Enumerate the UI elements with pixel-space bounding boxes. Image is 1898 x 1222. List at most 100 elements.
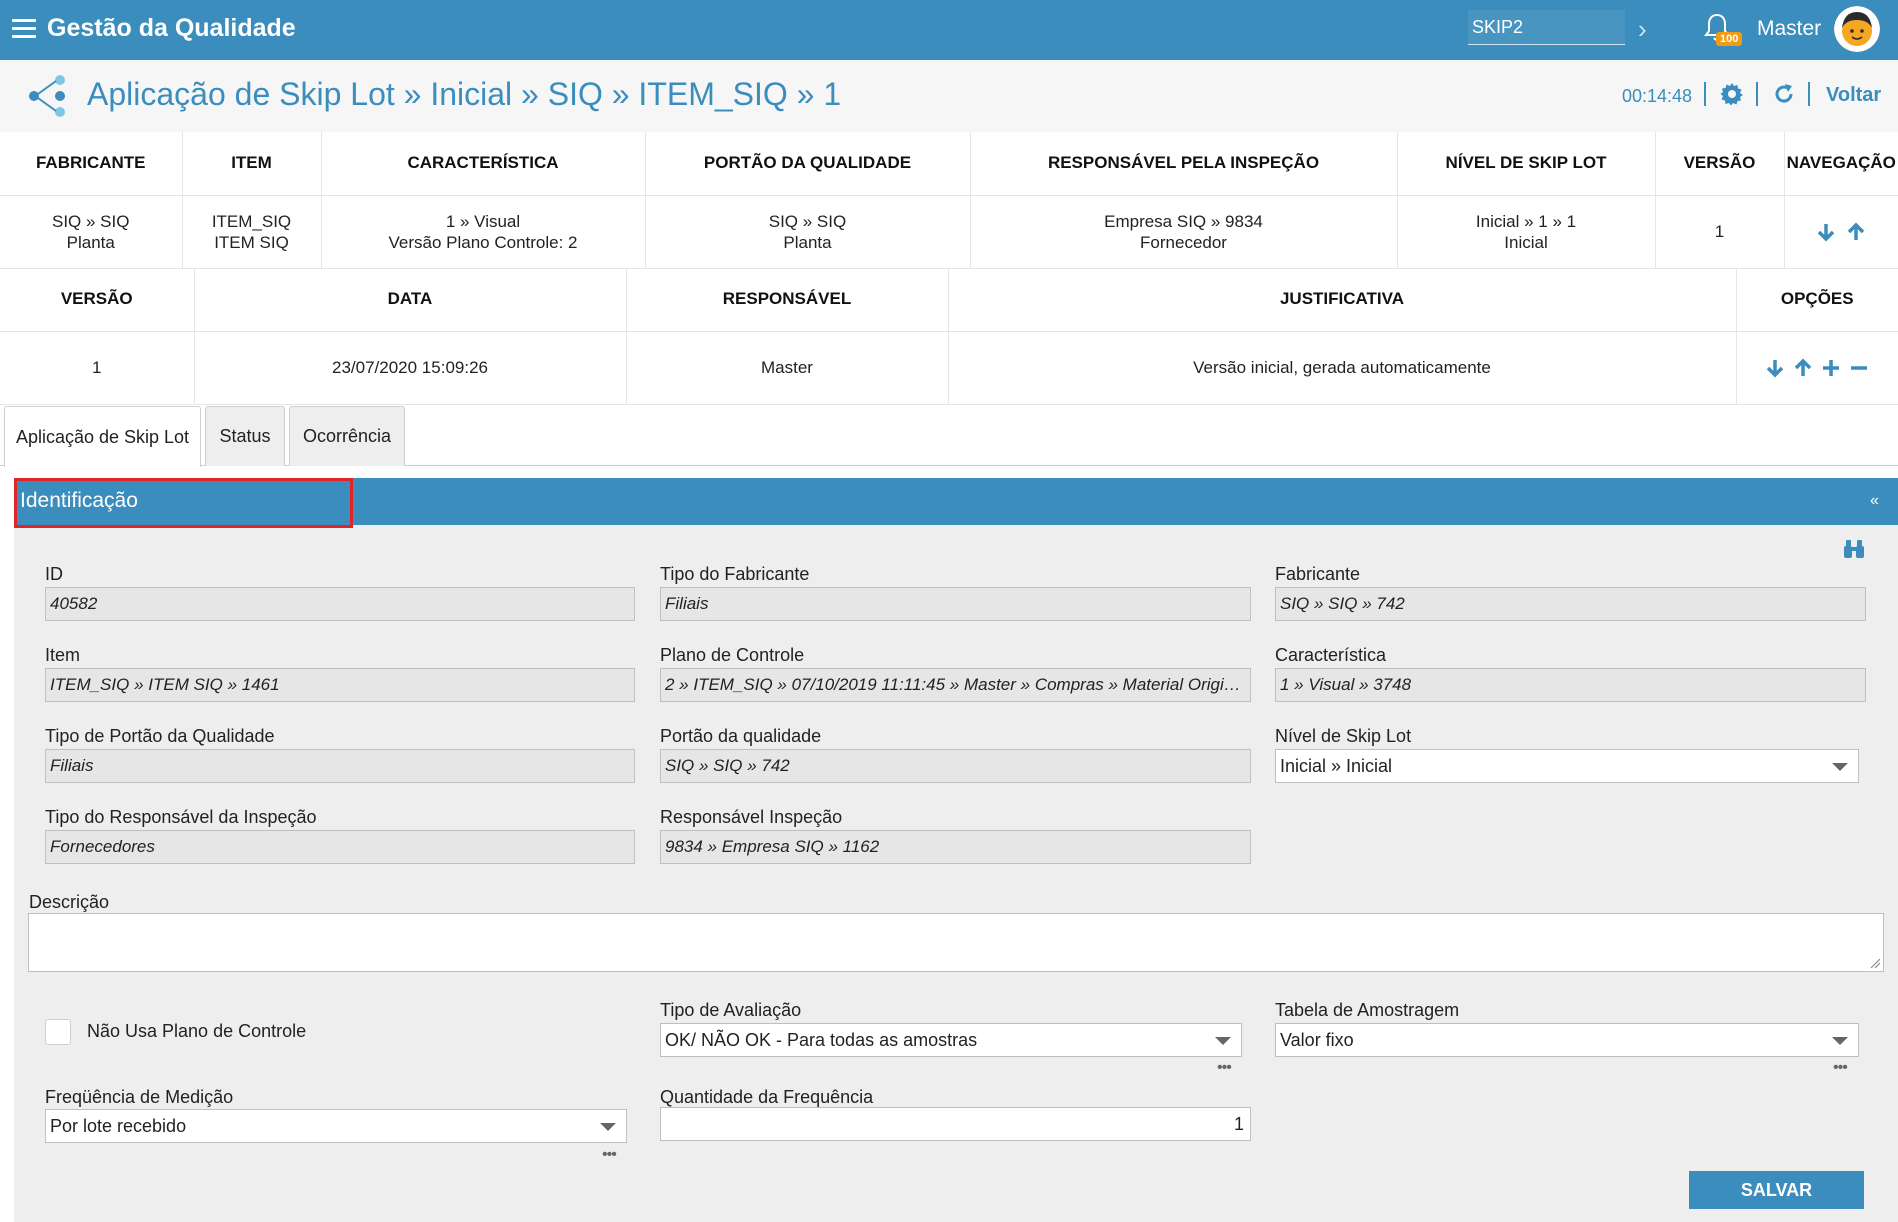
cell-item: ITEM_SIQ ITEM SIQ — [182, 195, 322, 269]
refresh-icon[interactable] — [1772, 82, 1796, 106]
tipo-fabricante-label: Tipo do Fabricante — [660, 564, 810, 584]
nivel-skip-select[interactable]: Inicial » Inicial — [1275, 749, 1859, 783]
descricao-label: Descrição — [29, 892, 110, 912]
tab-bar: Aplicação de Skip Lot Status Ocorrência — [0, 406, 1898, 467]
plus-icon[interactable] — [1820, 357, 1842, 379]
nivel-skip-value: Inicial » Inicial — [1280, 756, 1393, 776]
caracteristica-field: 1 » Visual » 3748 — [1275, 668, 1866, 702]
notification-badge: 100 — [1716, 32, 1743, 46]
cell-responsavel: Master — [626, 331, 949, 405]
session-timer: 00:14:48 — [1622, 86, 1693, 106]
col-header-responsavel: RESPONSÁVEL PELA INSPEÇÃO — [970, 132, 1398, 196]
collapse-icon[interactable]: « — [1870, 492, 1879, 509]
search-input[interactable] — [1468, 10, 1625, 44]
back-link[interactable]: Voltar — [1826, 84, 1882, 106]
search-field[interactable] — [1468, 10, 1625, 45]
cell-data: 23/07/2020 15:09:26 — [194, 331, 627, 405]
cell-versao: 1 — [1655, 195, 1785, 269]
divider — [1756, 82, 1758, 106]
nivel-skip-label: Nível de Skip Lot — [1275, 726, 1412, 746]
tipo-avaliacao-label: Tipo de Avaliação — [660, 1000, 802, 1020]
tipo-portao-field: Filiais — [45, 749, 635, 783]
cell-nivel: Inicial » 1 » 1 Inicial — [1397, 195, 1656, 269]
summary-table: FABRICANTE ITEM CARACTERÍSTICA PORTÃO DA… — [0, 132, 1898, 269]
portao-field: SIQ » SIQ » 742 — [660, 749, 1251, 783]
id-label: ID — [45, 564, 63, 584]
col-header-fabricante: FABRICANTE — [0, 132, 183, 196]
col-header-caracteristica: CARACTERÍSTICA — [321, 132, 646, 196]
dropdown-caret-icon — [1215, 1037, 1231, 1045]
portao-label: Portão da qualidade — [660, 726, 822, 746]
cell-versao: 1 — [0, 331, 195, 405]
more-options-icon[interactable]: ••• — [602, 1146, 617, 1163]
tab-status[interactable]: Status — [205, 406, 285, 466]
cell-navegacao — [1784, 195, 1898, 269]
highlight-box — [14, 478, 353, 528]
tab-aplicacao-skip-lot[interactable]: Aplicação de Skip Lot — [4, 406, 201, 467]
responsavel-field: 9834 » Empresa SIQ » 1162 — [660, 830, 1251, 864]
tabela-amostragem-select[interactable]: Valor fixo — [1275, 1023, 1859, 1057]
resize-grip-icon[interactable] — [1869, 957, 1881, 969]
gear-icon[interactable] — [1720, 82, 1744, 106]
tipo-fabricante-field: Filiais — [660, 587, 1251, 621]
frequencia-select[interactable]: Por lote recebido — [45, 1109, 627, 1143]
more-options-icon[interactable]: ••• — [1833, 1059, 1848, 1076]
col-header-item: ITEM — [182, 132, 322, 196]
col-header-nivel: NÍVEL DE SKIP LOT — [1397, 132, 1656, 196]
descricao-textarea[interactable] — [28, 913, 1884, 972]
col-header-portao: PORTÃO DA QUALIDADE — [645, 132, 971, 196]
dropdown-caret-icon — [1832, 1037, 1848, 1045]
cell-opcoes — [1736, 331, 1898, 405]
col-header-navegacao: NAVEGAÇÃO — [1784, 132, 1898, 196]
col-header-data: DATA — [194, 268, 627, 332]
caracteristica-label: Característica — [1275, 645, 1387, 665]
col-header-versao: VERSÃO — [1655, 132, 1785, 196]
arrow-up-icon[interactable] — [1792, 357, 1814, 379]
tipo-responsavel-field: Fornecedores — [45, 830, 635, 864]
app-title: Gestão da Qualidade — [47, 14, 296, 42]
save-button[interactable]: SALVAR — [1689, 1171, 1864, 1209]
nao-usa-plano-label: Não Usa Plano de Controle — [87, 1021, 307, 1041]
panel-header[interactable] — [14, 478, 1898, 525]
id-field: 40582 — [45, 587, 635, 621]
avatar[interactable] — [1834, 6, 1880, 52]
item-field: ITEM_SIQ » ITEM SIQ » 1461 — [45, 668, 635, 702]
cell-responsavel: Empresa SIQ » 9834 Fornecedor — [970, 195, 1398, 269]
col-header-justificativa: JUSTIFICATIVA — [948, 268, 1737, 332]
tabela-amostragem-label: Tabela de Amostragem — [1275, 1000, 1460, 1020]
minus-icon[interactable] — [1848, 357, 1870, 379]
user-name[interactable]: Master — [1757, 17, 1822, 40]
chevron-right-icon[interactable]: › — [1638, 14, 1647, 44]
col-header-responsavel: RESPONSÁVEL — [626, 268, 949, 332]
menu-icon[interactable] — [12, 19, 36, 39]
cell-portao: SIQ » SIQ Planta — [645, 195, 971, 269]
title-bar — [0, 60, 1898, 132]
frequencia-label: Freqüência de Medição — [45, 1087, 234, 1107]
nao-usa-plano-checkbox[interactable] — [45, 1019, 71, 1045]
plano-controle-label: Plano de Controle — [660, 645, 805, 665]
divider — [1808, 82, 1810, 106]
item-label: Item — [45, 645, 81, 665]
tipo-avaliacao-value: OK/ NÃO OK - Para todas as amostras — [665, 1030, 978, 1050]
table-row: 1 23/07/2020 15:09:26 Master Versão inic… — [0, 331, 1898, 405]
arrow-up-icon[interactable] — [1845, 221, 1867, 243]
arrow-down-icon[interactable] — [1764, 357, 1786, 379]
fabricante-field: SIQ » SIQ » 742 — [1275, 587, 1866, 621]
col-header-opcoes: OPÇÕES — [1736, 268, 1898, 332]
page-title: Aplicação de Skip Lot » Inicial » SIQ » … — [87, 76, 842, 112]
binoculars-icon[interactable] — [1842, 538, 1866, 560]
cell-justificativa: Versão inicial, gerada automaticamente — [948, 331, 1737, 405]
qtd-frequencia-label: Quantidade da Frequência — [660, 1087, 874, 1107]
tab-ocorrencia[interactable]: Ocorrência — [289, 406, 405, 466]
fabricante-label: Fabricante — [1275, 564, 1361, 584]
cell-fabricante: SIQ » SIQ Planta — [0, 195, 183, 269]
tipo-avaliacao-select[interactable]: OK/ NÃO OK - Para todas as amostras — [660, 1023, 1242, 1057]
qtd-frequencia-input[interactable]: 1 — [660, 1107, 1251, 1141]
panel-title: Identificação — [20, 489, 138, 512]
arrow-down-icon[interactable] — [1815, 221, 1837, 243]
skip-lot-logo-icon — [29, 75, 65, 117]
col-header-versao: VERSÃO — [0, 268, 195, 332]
dropdown-caret-icon — [1832, 763, 1848, 771]
more-options-icon[interactable]: ••• — [1217, 1059, 1232, 1076]
dropdown-caret-icon — [600, 1123, 616, 1131]
